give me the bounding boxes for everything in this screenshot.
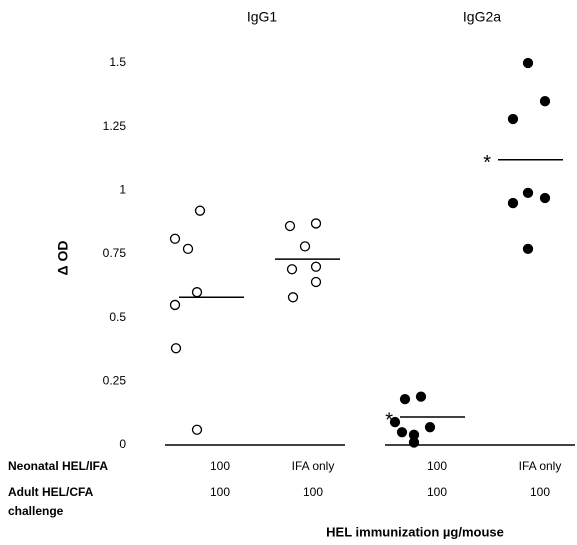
data-point [170, 343, 182, 354]
data-point [310, 218, 322, 229]
x-category-label: 100 [427, 485, 447, 499]
y-tick-label: 0.25 [103, 374, 127, 388]
y-tick-label: 0.75 [103, 246, 127, 260]
data-point [310, 261, 322, 272]
data-point [507, 197, 519, 209]
data-point [539, 96, 551, 107]
x-category-label: IFA only [292, 459, 335, 473]
y-tick-label: 0 [119, 437, 126, 451]
data-point [396, 427, 408, 438]
data-point [424, 422, 436, 433]
y-axis-label: Δ OD [55, 241, 71, 276]
data-point [310, 276, 322, 288]
data-point [287, 292, 299, 303]
significance-marker: * [385, 409, 393, 431]
x-category-label: IFA only [519, 459, 562, 473]
data-point [194, 205, 206, 216]
x-category-label: 100 [210, 459, 230, 473]
data-point [522, 243, 534, 255]
data-point [169, 233, 181, 244]
data-point [399, 394, 411, 405]
data-point [284, 220, 296, 232]
data-point [191, 424, 203, 435]
data-point [522, 187, 534, 199]
data-point [415, 391, 427, 402]
y-tick-label: 1.25 [103, 119, 127, 133]
row-label: Neonatal HEL/IFA [8, 459, 108, 473]
y-tick-label: 1.5 [109, 55, 126, 69]
x-category-label: 100 [530, 485, 550, 499]
data-point [389, 416, 401, 428]
data-point [182, 243, 194, 255]
data-point [286, 264, 298, 275]
x-category-label: 100 [427, 459, 447, 473]
x-axis-label: HEL immunization µg/mouse [326, 524, 504, 539]
x-category-label: 100 [303, 485, 323, 499]
significance-marker: * [483, 152, 491, 174]
data-point [408, 437, 420, 448]
row-label: Adult HEL/CFA [8, 485, 94, 499]
panel-title: IgG1 [247, 9, 278, 25]
y-tick-label: 1 [119, 183, 126, 197]
x-category-label: 100 [210, 485, 230, 499]
data-point [299, 241, 311, 252]
row-label: challenge [8, 504, 64, 518]
data-point [191, 287, 203, 298]
data-point [507, 113, 519, 125]
data-point [539, 192, 551, 204]
data-point [169, 299, 181, 311]
y-tick-label: 0.5 [109, 310, 126, 324]
data-point [522, 57, 534, 69]
panel-title: IgG2a [463, 9, 501, 25]
